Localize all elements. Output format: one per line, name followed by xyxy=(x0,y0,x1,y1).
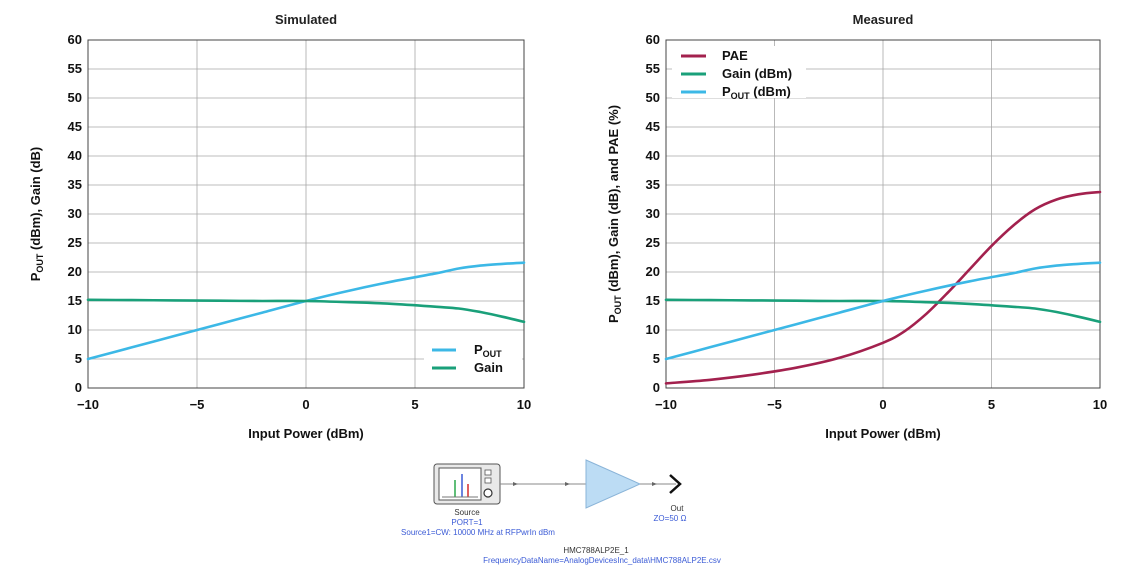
y-tick-label: 35 xyxy=(68,177,82,192)
legend: POUT Gain xyxy=(424,337,522,381)
plot-frame xyxy=(87,39,525,389)
x-axis-label: Input Power (dBm) xyxy=(825,426,941,441)
legend: PAE Gain (dBm) POUT (dBm) xyxy=(672,46,806,101)
legend-box xyxy=(424,337,522,381)
grid xyxy=(88,40,524,388)
y-tick-label: 55 xyxy=(646,61,660,76)
y-tick-label: 0 xyxy=(653,380,660,395)
out-param: ZO=50 Ω xyxy=(654,514,687,523)
amp-name: HMC788ALP2E_1 xyxy=(563,546,629,555)
y-tick-label: 0 xyxy=(75,380,82,395)
source-port: PORT=1 xyxy=(451,518,483,527)
y-tick-label: 5 xyxy=(75,351,82,366)
wire-arrow xyxy=(652,482,657,486)
y-tick-label: 55 xyxy=(68,61,82,76)
x-tick-label: 5 xyxy=(988,397,995,412)
y-tick-label: 30 xyxy=(68,206,82,221)
x-tick-label: 10 xyxy=(1093,397,1107,412)
source-label: Source xyxy=(454,508,480,517)
y-tick-label: 25 xyxy=(68,235,82,250)
y-tick-label: 60 xyxy=(646,32,660,47)
x-tick-label: −5 xyxy=(190,397,205,412)
y-tick-label: 60 xyxy=(68,32,82,47)
legend-label-pout: POUT (dBm) xyxy=(722,84,791,101)
spectrum-analyzer-icon xyxy=(433,463,501,505)
y-axis-label: POUT (dBm), Gain (dB) xyxy=(28,147,45,282)
wire-arrow xyxy=(565,482,570,486)
y-tick-label: 45 xyxy=(68,119,82,134)
x-tick-label: −10 xyxy=(77,397,99,412)
x-axis-label: Input Power (dBm) xyxy=(248,426,364,441)
chart-title: Simulated xyxy=(275,12,337,27)
y-axis-label: POUT (dBm), Gain (dB), and PAE (%) xyxy=(606,105,623,323)
x-tick-label: 10 xyxy=(517,397,531,412)
y-tick-label: 10 xyxy=(68,322,82,337)
y-tick-label: 50 xyxy=(646,90,660,105)
series-lines xyxy=(664,190,1102,385)
x-tick-label: 0 xyxy=(302,397,309,412)
x-tick-label: −10 xyxy=(655,397,677,412)
amplifier-triangle-icon xyxy=(585,459,642,509)
y-tick-label: 30 xyxy=(646,206,660,221)
y-tick-label: 25 xyxy=(646,235,660,250)
plot-frame xyxy=(665,39,1101,389)
y-tick-label: 20 xyxy=(68,264,82,279)
y-tick-labels: 0 5 10 15 20 25 30 35 40 45 50 55 60 xyxy=(646,32,660,395)
x-tick-labels: −10 −5 0 5 10 xyxy=(77,397,531,412)
series-line-gain xyxy=(664,298,1102,324)
x-tick-label: 5 xyxy=(411,397,418,412)
y-tick-label: 5 xyxy=(653,351,660,366)
y-tick-label: 15 xyxy=(68,293,82,308)
wire-arrow xyxy=(513,482,518,486)
source-param: Source1=CW: 10000 MHz at RFPwrIn dBm xyxy=(401,528,555,537)
y-tick-label: 15 xyxy=(646,293,660,308)
y-tick-label: 40 xyxy=(646,148,660,163)
amp-param: FrequencyDataName=AnalogDevicesInc_data\… xyxy=(483,556,721,565)
legend-label-pout: POUT xyxy=(474,342,502,359)
x-tick-labels: −10 −5 0 5 10 xyxy=(655,397,1107,412)
y-tick-label: 50 xyxy=(68,90,82,105)
legend-label-gain: Gain (dBm) xyxy=(722,66,792,81)
x-tick-label: 0 xyxy=(879,397,886,412)
y-tick-label: 10 xyxy=(646,322,660,337)
y-tick-label: 20 xyxy=(646,264,660,279)
y-tick-label: 35 xyxy=(646,177,660,192)
series-line-gain xyxy=(86,298,526,324)
series-line-pout xyxy=(664,261,1102,361)
y-tick-label: 40 xyxy=(68,148,82,163)
x-tick-label: −5 xyxy=(767,397,782,412)
y-tick-label: 45 xyxy=(646,119,660,134)
chart-title: Measured xyxy=(853,12,914,27)
y-tick-labels: 0 5 10 15 20 25 30 35 40 45 50 55 60 xyxy=(68,32,82,395)
legend-label-pae: PAE xyxy=(722,48,748,63)
out-label: Out xyxy=(671,504,685,513)
series-lines xyxy=(86,261,526,361)
legend-label-gain: Gain xyxy=(474,360,503,375)
series-line-pout xyxy=(86,261,526,361)
arrow-right-icon xyxy=(669,474,682,494)
schematic: Source PORT=1 Source1=CW: 10000 MHz at R… xyxy=(401,459,721,565)
